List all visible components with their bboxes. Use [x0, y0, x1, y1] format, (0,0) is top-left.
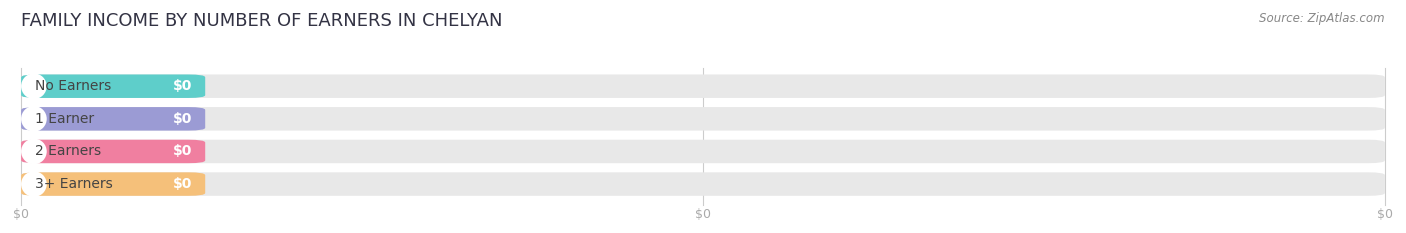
Text: Source: ZipAtlas.com: Source: ZipAtlas.com [1260, 12, 1385, 25]
FancyBboxPatch shape [21, 107, 205, 130]
Text: $0: $0 [173, 79, 193, 93]
FancyBboxPatch shape [21, 75, 205, 98]
Text: $0: $0 [173, 144, 193, 158]
Ellipse shape [21, 171, 46, 197]
Text: $0: $0 [695, 208, 711, 221]
FancyBboxPatch shape [21, 75, 1385, 98]
Text: 1 Earner: 1 Earner [35, 112, 94, 126]
Text: $0: $0 [173, 112, 193, 126]
Text: $0: $0 [173, 177, 193, 191]
Text: 2 Earners: 2 Earners [35, 144, 101, 158]
FancyBboxPatch shape [21, 172, 205, 196]
Text: 3+ Earners: 3+ Earners [35, 177, 112, 191]
Text: $0: $0 [13, 208, 30, 221]
FancyBboxPatch shape [21, 140, 1385, 163]
Text: $0: $0 [1376, 208, 1393, 221]
Text: No Earners: No Earners [35, 79, 111, 93]
FancyBboxPatch shape [21, 140, 205, 163]
Ellipse shape [21, 139, 46, 164]
Ellipse shape [21, 73, 46, 99]
FancyBboxPatch shape [21, 172, 1385, 196]
Ellipse shape [21, 106, 46, 132]
Text: FAMILY INCOME BY NUMBER OF EARNERS IN CHELYAN: FAMILY INCOME BY NUMBER OF EARNERS IN CH… [21, 12, 502, 30]
FancyBboxPatch shape [21, 107, 1385, 130]
